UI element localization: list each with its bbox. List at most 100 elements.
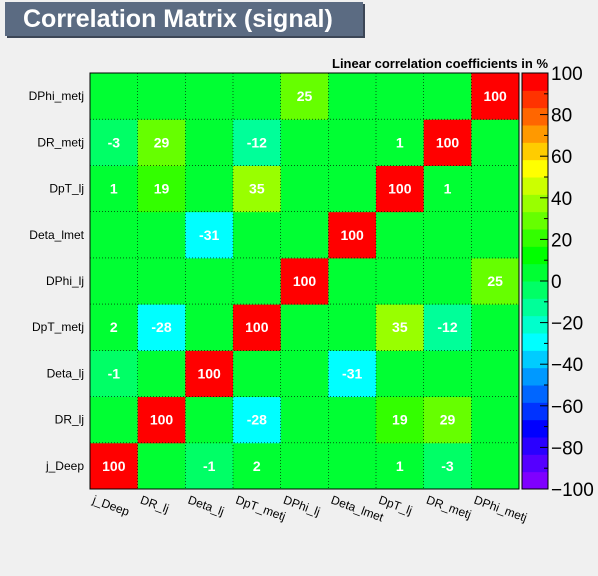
cell-value-label: 29 [440,412,456,428]
heatmap-cell [376,165,425,213]
y-tick-label: DpT_metj [32,320,84,334]
colorbar-segment [522,263,548,282]
colorbar-segment [522,107,548,126]
colorbar-segment [522,454,548,473]
heatmap-cell [90,165,139,213]
heatmap-cell [280,211,329,259]
heatmap-cell [423,442,472,490]
heatmap-cell [328,257,377,305]
heatmap-cell [471,165,520,213]
cell-value-label: -28 [247,412,267,428]
heatmap-cell [280,119,329,166]
heatmap-cell [471,257,520,305]
cell-value-label: 100 [102,458,126,474]
heatmap-cell [423,73,472,120]
heatmap-cell [90,73,139,120]
heatmap-cell [90,119,139,166]
heatmap-cell [328,73,377,120]
colorbar-segment [522,437,548,455]
cell-value-label: 2 [253,458,261,474]
cell-value-label: -12 [437,319,457,335]
x-tick-label: DPhi_lj [281,493,322,519]
heatmap-cell [423,304,472,351]
cell-value-label: 100 [340,227,364,243]
heatmap-cell [185,350,234,398]
cell-value-label: 19 [392,412,408,428]
colorbar-segment [522,298,548,317]
heatmap-cell [328,165,377,213]
cell-value-label: -3 [441,458,454,474]
colorbar-segment [522,281,548,299]
heatmap-cell [185,257,234,305]
y-tick-label: j_Deep [45,459,84,473]
colorbar-tick-label: 0 [551,272,562,293]
cell-value-label: 29 [154,134,170,150]
heatmap-cell [233,257,282,305]
heatmap-cell [376,257,425,305]
heatmap-cell [90,350,139,398]
colorbar-segment [522,333,548,351]
heatmap-cell [423,350,472,398]
heatmap-cell [280,73,329,120]
cell-value-label: -28 [151,319,171,335]
colorbar-segment [522,419,548,438]
cell-value-label: 25 [487,273,503,289]
y-tick-label: DR_metj [37,135,84,149]
heatmap-cell [137,396,186,444]
colorbar-tick-label: 60 [551,147,572,168]
colorbar-segment [522,385,548,403]
cell-value-label: -31 [199,227,219,243]
cell-value-label: 2 [110,319,118,335]
cell-value-label: -1 [203,458,216,474]
colorbar-segment [522,246,548,265]
heatmap-cell [328,396,377,444]
heatmap-cell [90,211,139,259]
heatmap-cell [233,211,282,259]
heatmap-cell [423,257,472,305]
x-tick-label: DpT_metj [234,493,288,524]
colorbar-tick-labels: −100 −80 −60 −40 −20 0 20 40 60 80 100 [540,64,594,501]
cell-value-label: 1 [396,134,404,150]
colorbar-segment [522,142,548,161]
heatmap-cell [328,211,377,259]
colorbar-segment [522,177,548,195]
heatmap-cell [471,73,520,120]
heatmap-cell [137,442,186,490]
heatmap-cell [280,396,329,444]
grid-lines [90,73,519,489]
y-tick-label: Deta_lj [47,366,84,380]
heatmap-cell [376,211,425,259]
heatmap-cell [233,119,282,166]
heatmap-cell [328,304,377,351]
heatmap-cell [471,119,520,166]
heatmap-cell [328,442,377,490]
cell-value-label: 100 [245,319,269,335]
heatmap-cell [137,73,186,120]
heatmap-cell [376,396,425,444]
colorbar-tick-label: 80 [551,106,572,127]
heatmap-cell [471,350,520,398]
cell-value-label: -31 [342,365,362,381]
colorbar-tick-label: 20 [551,230,572,251]
heatmap-cell [233,350,282,398]
cell-value-label: 100 [483,88,507,104]
cell-value-label: 19 [154,181,170,197]
cell-value-label: 35 [249,181,265,197]
heatmap-cell [233,442,282,490]
colorbar-tick-label: −20 [551,314,583,335]
heatmap-cell [185,442,234,490]
heatmap-cell [233,304,282,351]
colorbar [521,72,549,490]
colorbar-tick-label: −40 [551,355,583,376]
colorbar-segment [522,73,548,91]
cell-value-label: 100 [388,181,412,197]
heatmap-cell [233,165,282,213]
plot-title: Linear correlation coefficients in % [332,56,548,71]
heatmap-cell [185,304,234,351]
y-tick-label: DPhi_lj [46,274,84,288]
colorbar-segment [522,194,548,213]
cell-value-label: 100 [197,365,221,381]
heatmap-cell [376,350,425,398]
colorbar-segment [522,159,548,178]
